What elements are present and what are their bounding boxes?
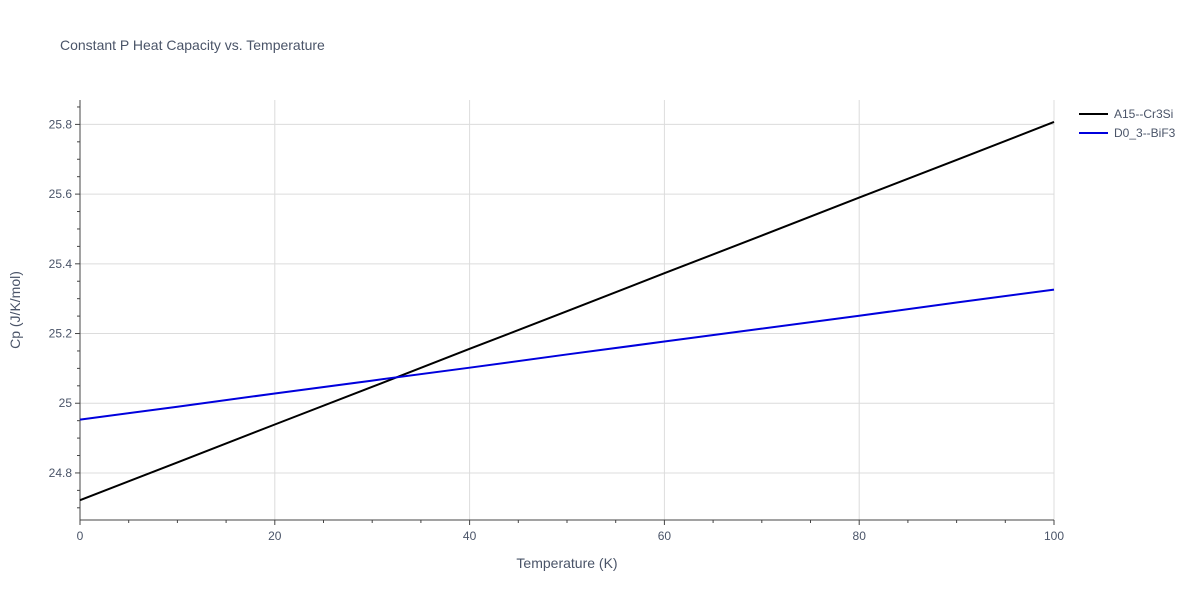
y-tick-label: 25.4	[49, 257, 73, 271]
x-tick-label: 20	[268, 529, 282, 543]
chart-title: Constant P Heat Capacity vs. Temperature	[60, 37, 325, 53]
y-axis-label: Cp (J/K/mol)	[7, 271, 23, 349]
y-tick-label: 25.6	[49, 187, 73, 201]
x-tick-label: 100	[1044, 529, 1064, 543]
series-lines	[79, 121, 1055, 502]
series-line-a15-cr3si	[79, 121, 1055, 502]
legend-label: A15--Cr3Si	[1114, 107, 1173, 121]
y-tick-label: 25.2	[49, 327, 73, 341]
y-tick-label: 25.8	[49, 117, 73, 131]
x-tick-label: 60	[658, 529, 672, 543]
axes: 0 20 40 60 80 100 24.8 25 25.2 25.4 25.6 25.8	[49, 100, 1064, 543]
legend-item[interactable]: D0_3--BiF3	[1079, 126, 1176, 140]
legend[interactable]: A15--Cr3Si D0_3--BiF3	[1079, 107, 1176, 140]
x-tick-label: 40	[463, 529, 477, 543]
series-line-d0-3-bif3	[79, 288, 1055, 421]
legend-item[interactable]: A15--Cr3Si	[1079, 107, 1173, 121]
grid-lines	[80, 100, 1055, 520]
x-axis-label: Temperature (K)	[516, 555, 617, 571]
legend-label: D0_3--BiF3	[1114, 126, 1176, 140]
y-tick-label: 25	[59, 396, 73, 410]
y-tick-label: 24.8	[49, 466, 73, 480]
x-tick-label: 80	[853, 529, 867, 543]
x-tick-label: 0	[77, 529, 84, 543]
